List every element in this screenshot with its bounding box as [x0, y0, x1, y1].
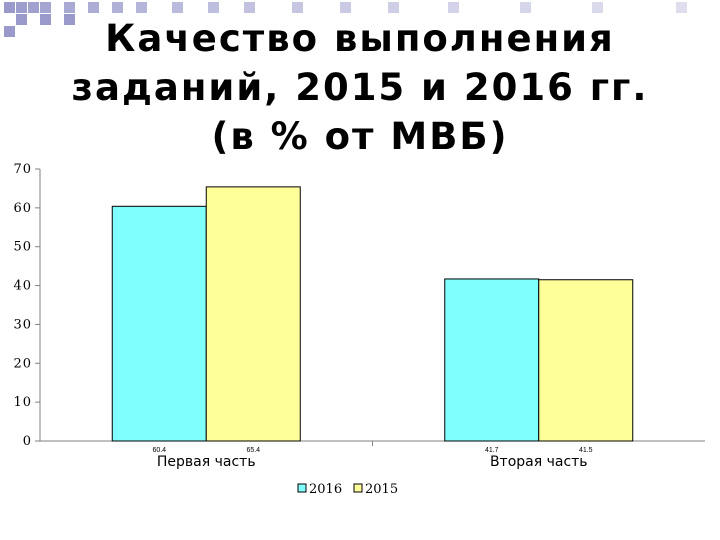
decoration-square	[4, 2, 15, 13]
decoration-square	[64, 14, 75, 25]
y-tick-label: 0	[23, 434, 32, 449]
decorative-header-pattern	[4, 2, 687, 37]
data-label: 60.4	[152, 447, 166, 454]
y-tick-label: 50	[13, 240, 32, 255]
decoration-square	[676, 2, 687, 13]
title-line-1: Качество выполнения	[105, 17, 615, 60]
data-label: 65.4	[246, 447, 260, 454]
y-tick-label: 60	[13, 201, 32, 216]
decoration-square	[88, 2, 99, 13]
decoration-square	[28, 2, 39, 13]
y-tick-label: 40	[13, 279, 32, 294]
data-label: 41.7	[485, 447, 499, 454]
decoration-square	[16, 2, 27, 13]
legend-swatch-2015	[353, 483, 363, 493]
y-tick-label: 10	[13, 395, 32, 410]
legend-label-2016: 2016	[309, 482, 342, 497]
decoration-square	[112, 2, 123, 13]
decoration-square	[520, 2, 531, 13]
decoration-square	[136, 2, 147, 13]
decoration-square	[340, 2, 351, 13]
title-line-3: (в % от МВБ)	[211, 115, 509, 158]
y-tick-label: 20	[13, 356, 32, 371]
decoration-square	[40, 14, 51, 25]
slide-title: Качество выполнения заданий, 2015 и 2016…	[0, 14, 720, 161]
decoration-square	[208, 2, 219, 13]
title-line-2: заданий, 2015 и 2016 гг.	[71, 66, 649, 109]
decoration-square	[64, 2, 75, 13]
category-label: Первая часть	[157, 454, 256, 470]
bar-2015-2	[538, 279, 634, 442]
decoration-square	[388, 2, 399, 13]
decoration-square	[4, 26, 15, 37]
decoration-square	[292, 2, 303, 13]
decoration-square	[16, 14, 27, 25]
decoration-square	[592, 2, 603, 13]
bar-2015-1	[205, 186, 301, 442]
y-tick-label: 70	[13, 162, 32, 177]
category-label: Вторая часть	[490, 454, 588, 470]
bar-2016-1	[111, 205, 207, 442]
decoration-square	[244, 2, 255, 13]
decoration-square	[40, 2, 51, 13]
y-tick-label: 30	[13, 317, 32, 332]
legend-swatch-2016	[297, 483, 307, 493]
decoration-square	[448, 2, 459, 13]
legend-label-2015: 2015	[365, 482, 398, 497]
bar-2016-2	[444, 278, 540, 442]
decoration-square	[172, 2, 183, 13]
data-label: 41.5	[579, 447, 593, 454]
